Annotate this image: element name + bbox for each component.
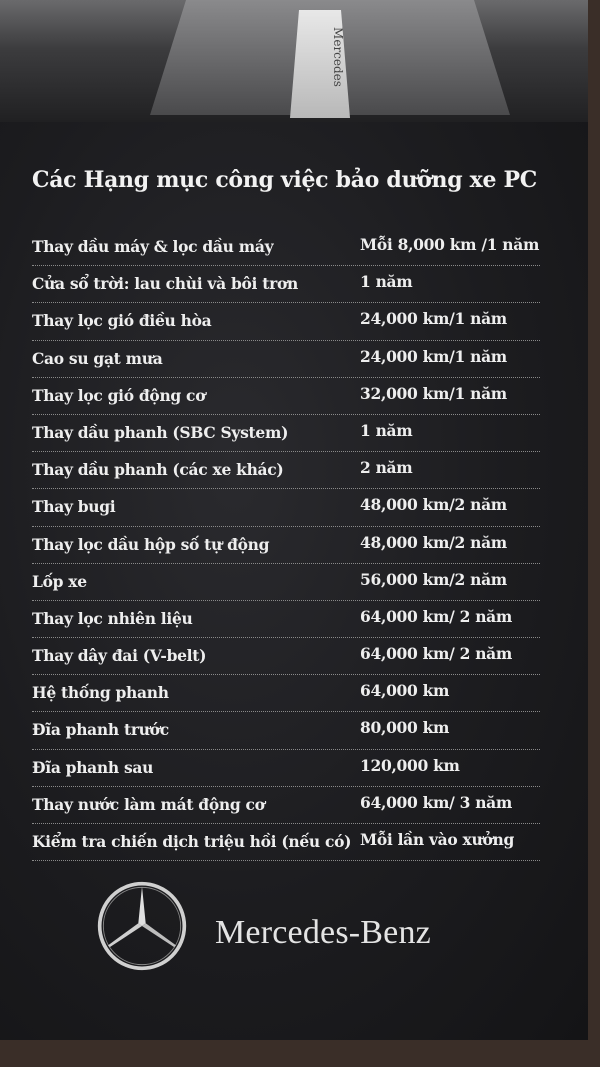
item-interval: 64,000 km [360, 681, 450, 701]
item-interval: 64,000 km/ 2 năm [360, 606, 513, 626]
list-item: Thay lọc dầu hộp số tự động 48,000 km/2 n… [32, 527, 540, 564]
list-item: Thay dầu máy & lọc dầu máy Mỗi 8,000 km /… [32, 229, 540, 267]
item-label: Thay dầu máy & lọc dầu máy [32, 237, 274, 256]
item-label: Thay dây đai (V-belt) [32, 646, 207, 666]
item-interval: 2 năm [360, 458, 413, 478]
list-item: Đĩa phanh trước 80,000 km [32, 712, 540, 750]
item-label: Thay bugi [32, 497, 116, 517]
item-interval: 80,000 km [360, 718, 450, 738]
item-label: Lốp xe [32, 571, 87, 591]
item-interval: 24,000 km/1 năm [360, 346, 507, 366]
maintenance-list: Thay dầu máy & lọc dầu máy Mỗi 8,000 km /… [32, 229, 540, 862]
item-interval: Mỗi lần vào xưởng [360, 830, 515, 849]
item-interval: 1 năm [360, 420, 413, 440]
page-title: Các Hạng mục công việc bảo dưỡng xe PC [32, 167, 538, 193]
engine-badge: Mercedes [290, 10, 350, 118]
item-label: Thay lọc nhiên liệu [32, 608, 193, 628]
list-item: Cao su gạt mưa 24,000 km/1 năm [32, 341, 540, 378]
item-label: Thay dầu phanh (các xe khác) [32, 460, 284, 480]
list-item: Hệ thống phanh 64,000 km [32, 675, 540, 713]
item-label: Cửa sổ trời: lau chùi và bôi trơn [32, 274, 298, 294]
list-item: Kiểm tra chiến dịch triệu hồi (nếu có) Mỗ… [32, 824, 540, 862]
engine-photo: Mercedes [0, 0, 588, 122]
item-interval: 56,000 km/2 năm [360, 569, 507, 589]
list-item: Thay lọc nhiên liệu 64,000 km/ 2 năm [32, 601, 540, 639]
list-item: Thay lọc gió động cơ 32,000 km/1 năm [32, 378, 540, 415]
item-interval: Mỗi 8,000 km /1 năm [360, 235, 540, 254]
item-label: Cao su gạt mưa [32, 348, 163, 368]
item-interval: 120,000 km [360, 755, 460, 775]
list-item: Lốp xe 56,000 km/2 năm [32, 564, 540, 601]
brand-name: Mercedes-Benz [215, 914, 431, 951]
engine-badge-text: Mercedes [330, 27, 345, 87]
list-item: Thay lọc gió điều hòa 24,000 km/1 năm [32, 303, 540, 341]
item-interval: 64,000 km/ 3 năm [360, 792, 513, 812]
item-label: Thay lọc dầu hộp số tự động [32, 534, 270, 554]
item-label: Đĩa phanh trước [32, 720, 169, 740]
three-pointed-star-icon [97, 881, 187, 971]
list-item: Thay nước làm mát động cơ 64,000 km/ 3 nă… [32, 787, 540, 824]
item-interval: 48,000 km/2 năm [360, 495, 507, 515]
item-interval: 24,000 km/1 năm [360, 309, 507, 329]
item-interval: 32,000 km/1 năm [360, 383, 507, 403]
item-label: Thay lọc gió động cơ [32, 385, 206, 405]
item-label: Thay nước làm mát động cơ [32, 794, 265, 814]
item-label: Thay lọc gió điều hòa [32, 311, 212, 331]
list-item: Thay dầu phanh (các xe khác) 2 năm [32, 452, 540, 490]
list-item: Thay bugi 48,000 km/2 năm [32, 489, 540, 527]
item-interval: 48,000 km/2 năm [360, 532, 507, 552]
list-item: Đĩa phanh sau 120,000 km [32, 750, 540, 787]
list-item: Thay dây đai (V-belt) 64,000 km/ 2 năm [32, 638, 540, 676]
item-label: Đĩa phanh sau [32, 757, 154, 777]
item-label: Hệ thống phanh [32, 683, 169, 703]
item-label: Kiểm tra chiến dịch triệu hồi (nếu có) [32, 832, 352, 851]
item-label: Thay dầu phanh (SBC System) [32, 422, 289, 442]
maintenance-card: Mercedes Các Hạng mục công việc bảo dưỡn… [0, 0, 588, 1040]
item-interval: 1 năm [360, 272, 413, 292]
list-item: Cửa sổ trời: lau chùi và bôi trơn 1 năm [32, 266, 540, 304]
list-item: Thay dầu phanh (SBC System) 1 năm [32, 415, 540, 453]
item-interval: 64,000 km/ 2 năm [360, 644, 513, 664]
